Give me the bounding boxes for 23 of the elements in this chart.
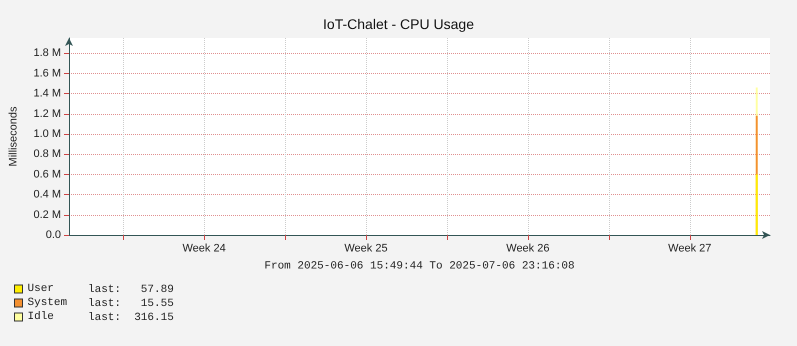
- legend-label: System: [28, 297, 68, 309]
- y-tick-label: 1.0 M: [33, 128, 61, 140]
- x-tick-label: Week 24: [182, 242, 226, 254]
- y-tick-label: 1.6 M: [33, 67, 61, 80]
- y-tick-label: 1.8 M: [33, 47, 61, 60]
- legend-label: User: [28, 283, 54, 295]
- text: last: 57.89: [88, 284, 174, 296]
- chart-title: IoT-Chalet - CPU Usage: [323, 16, 474, 32]
- y-tick-label: 0.2 M: [33, 208, 61, 221]
- y-tick-label: 0.8 M: [33, 148, 61, 160]
- x-tick-label: Week 27: [668, 242, 712, 254]
- text: last: 15.55: [88, 298, 174, 310]
- y-tick-label: 1.2 M: [33, 108, 61, 120]
- y-tick-label: 0.4 M: [33, 188, 61, 201]
- x-axis-title: From 2025-06-06 15:49:44 To 2025-07-06 23:16:08: [264, 260, 575, 272]
- y-axis-title: Milliseconds: [8, 106, 20, 166]
- x-tick-label: Week 26: [506, 242, 550, 254]
- y-tick-label: 1.4 M: [33, 88, 61, 100]
- y-tick-label: 0.6 M: [33, 168, 61, 180]
- text: last: 316.15: [88, 312, 174, 324]
- y-tick-label: 0.0: [46, 229, 61, 241]
- legend-label: Idle: [28, 311, 54, 323]
- x-tick-label: Week 25: [344, 242, 388, 254]
